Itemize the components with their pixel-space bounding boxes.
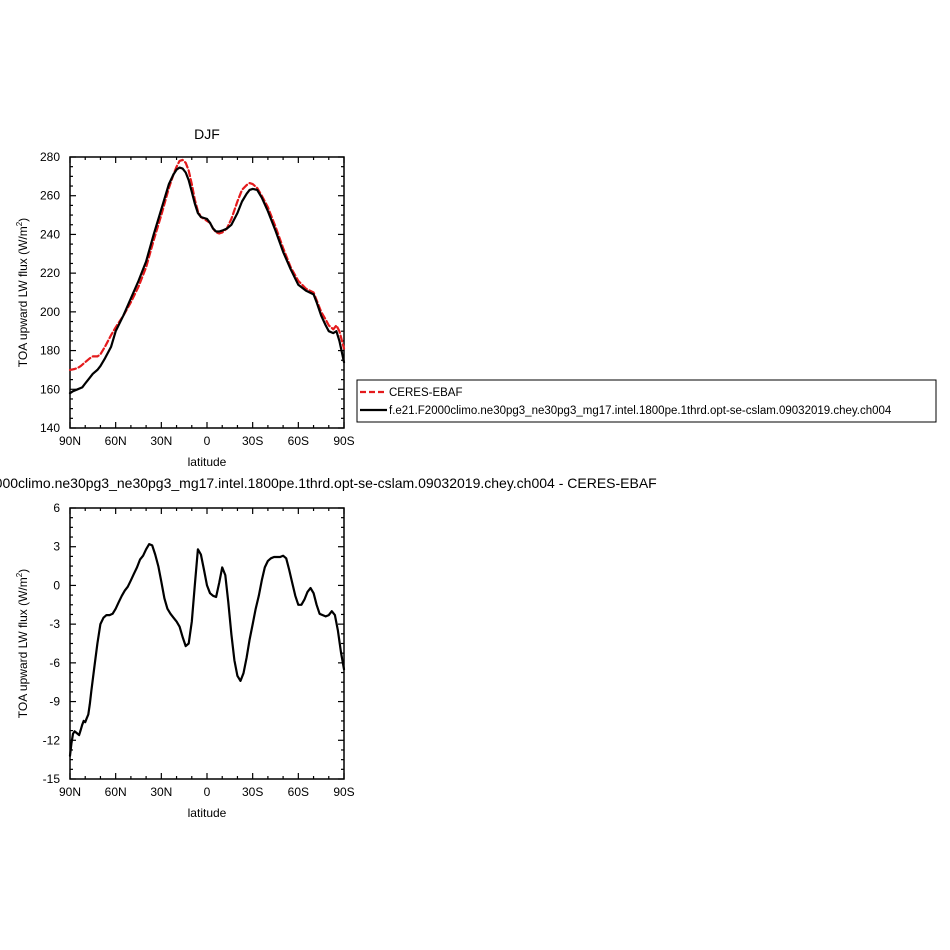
x-tick-label: 60N — [105, 785, 127, 799]
y-axis-label-close: ) — [16, 218, 30, 222]
y-tick-label: 200 — [40, 305, 60, 319]
x-axis-label: latitude — [188, 455, 227, 469]
x-tick-label: 30N — [150, 785, 172, 799]
series-line-model-0 — [68, 542, 346, 757]
x-tick-label: 90N — [59, 434, 81, 448]
x-tick-label: 30S — [242, 434, 263, 448]
series-line-ceres-ebaf — [68, 158, 346, 371]
y-tick-label: 3 — [53, 540, 60, 554]
x-tick-label: 90S — [333, 434, 354, 448]
x-ticks — [69, 157, 345, 428]
x-tick-label: 30S — [242, 785, 263, 799]
y-tick-label: 220 — [40, 266, 60, 280]
x-ticks — [69, 508, 345, 779]
x-axis-label: latitude — [188, 806, 227, 820]
legend-box — [356, 379, 937, 423]
legend-label: CERES-EBAF — [389, 387, 463, 399]
y-tick-label: 6 — [53, 501, 60, 515]
y-axis-label: TOA upward LW flux (W/m2) — [15, 218, 30, 367]
x-tick-label: 60S — [288, 785, 309, 799]
chart-title: f.e21.F2000climo.ne30pg3_ne30pg3_mg17.in… — [0, 475, 657, 491]
y-tick-label: -12 — [43, 733, 61, 747]
y-tick-label: 180 — [40, 344, 60, 358]
y-tick-label: 140 — [40, 421, 60, 435]
y-axis-label-superscript: 2 — [15, 572, 24, 577]
x-tick-label: 60S — [288, 434, 309, 448]
plot-frame — [69, 156, 345, 429]
panel-difference: 90N 60N 30N 0 30S 60S 90S -15 -12 -9 -6 -3 0 3 6 f.e21.… — [0, 475, 657, 820]
panel-djf: 90N 60N 30N 0 30S 60S 90S 140 160 180 200 220 240 260… — [15, 126, 355, 469]
y-tick-label: -6 — [49, 656, 60, 670]
y-axis-label-text: TOA upward LW flux (W/m — [16, 577, 30, 718]
y-axis-label-close: ) — [16, 569, 30, 573]
y-tick-label: 0 — [53, 578, 60, 592]
y-axis-label: TOA upward LW flux (W/m2) — [15, 569, 30, 718]
y-tick-label: 260 — [40, 189, 60, 203]
y-tick-label: 160 — [40, 382, 60, 396]
y-tick-label: -9 — [49, 695, 60, 709]
legend: CERES-EBAF f.e21.F2000climo.ne30pg3_ne30p… — [356, 379, 937, 423]
y-tick-label: 280 — [40, 150, 60, 164]
x-tick-label: 30N — [150, 434, 172, 448]
x-tick-label: 90S — [333, 785, 354, 799]
y-ticks — [70, 156, 344, 429]
chart-title: DJF — [194, 126, 220, 142]
y-tick-label: -15 — [43, 772, 61, 786]
y-tick-label: 240 — [40, 227, 60, 241]
series-line-model-1 — [68, 166, 346, 395]
x-tick-label: 0 — [204, 434, 211, 448]
x-tick-label: 60N — [105, 434, 127, 448]
y-ticks — [70, 507, 344, 780]
y-axis-label-text: TOA upward LW flux (W/m — [16, 226, 30, 367]
x-tick-label: 0 — [204, 785, 211, 799]
y-tick-label: -3 — [49, 617, 60, 631]
plot-frame — [69, 507, 345, 780]
legend-label: f.e21.F2000climo.ne30pg3_ne30pg3_mg17.in… — [389, 405, 892, 417]
x-tick-label: 90N — [59, 785, 81, 799]
y-axis-label-superscript: 2 — [15, 221, 24, 226]
